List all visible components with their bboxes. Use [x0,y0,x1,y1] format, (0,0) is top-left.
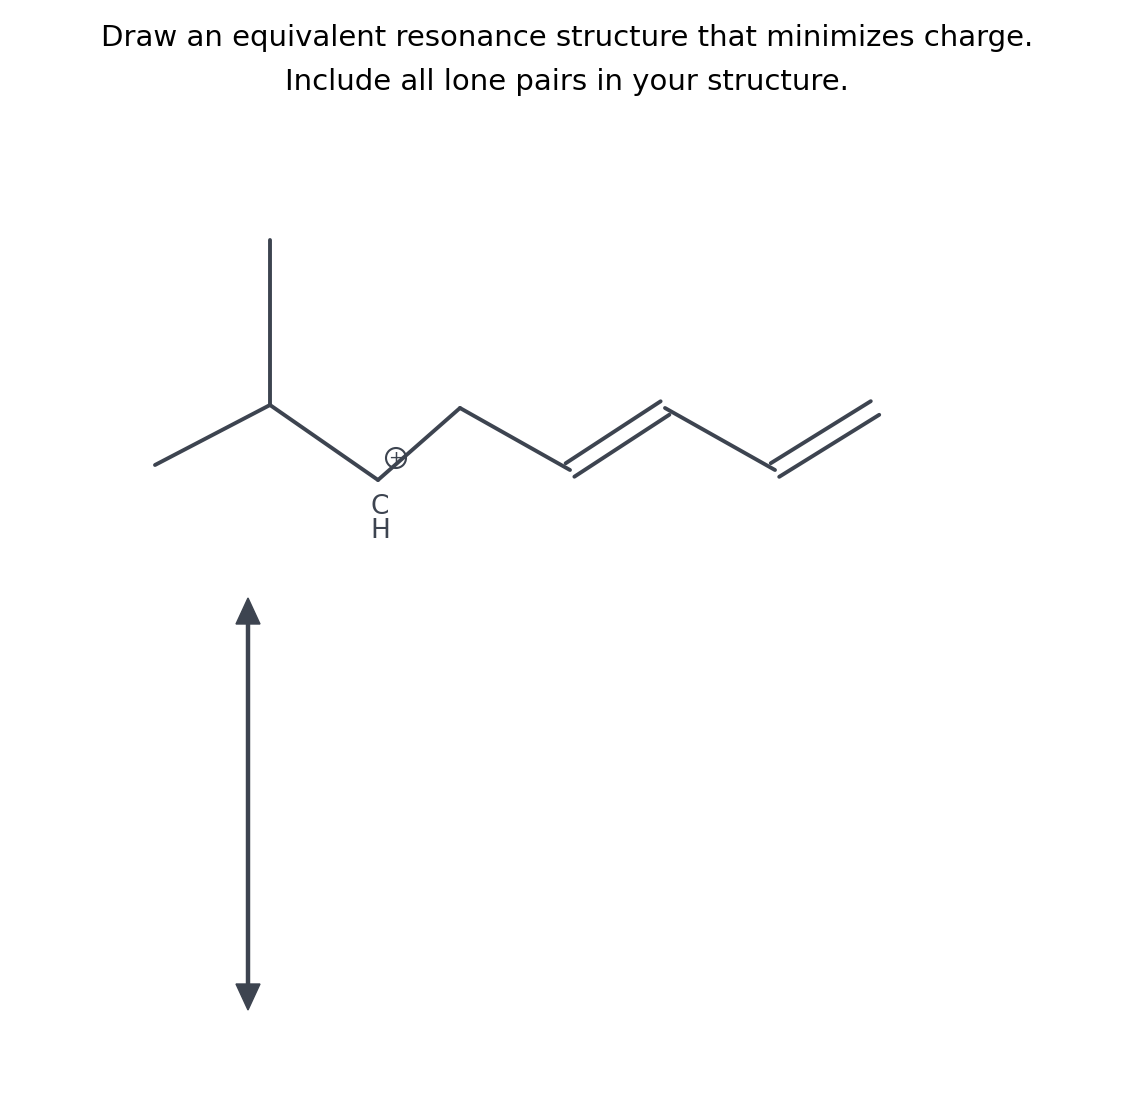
Polygon shape [236,598,260,624]
Text: Draw an equivalent resonance structure that minimizes charge.: Draw an equivalent resonance structure t… [101,24,1033,52]
Text: H: H [370,518,390,544]
Polygon shape [236,984,260,1010]
Text: Include all lone pairs in your structure.: Include all lone pairs in your structure… [285,68,849,96]
Text: +: + [389,449,404,467]
Text: C: C [371,493,389,520]
